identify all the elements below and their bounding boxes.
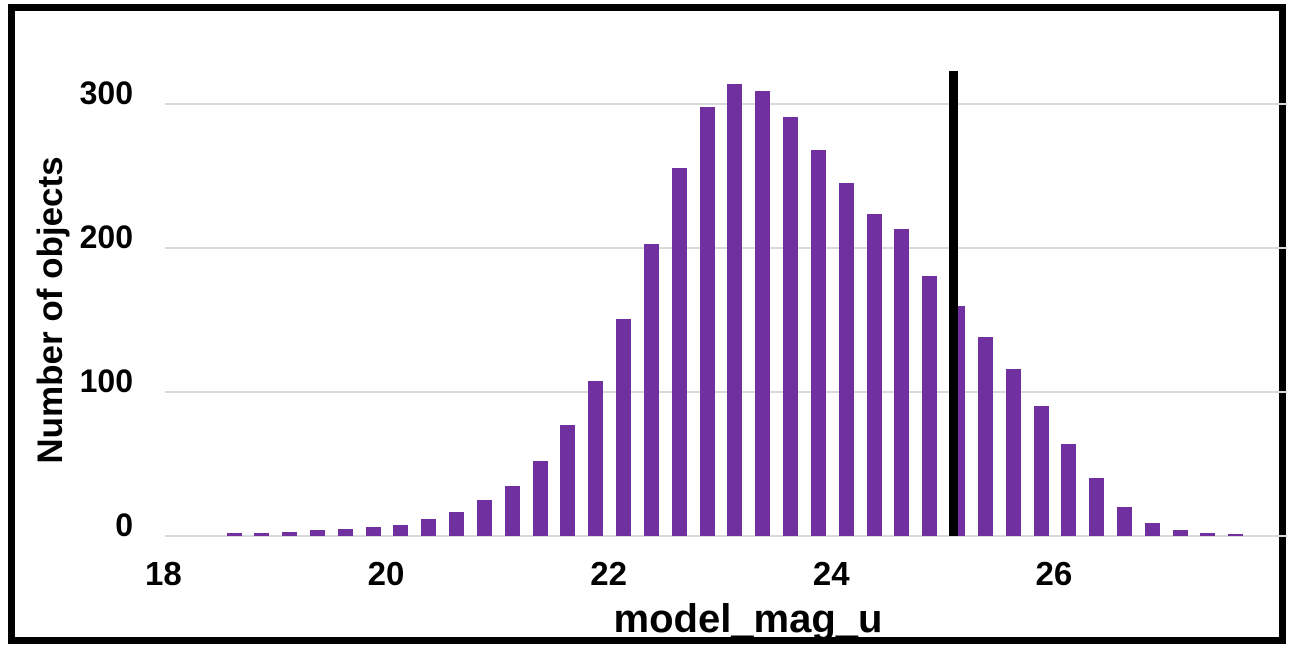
histogram-bar	[977, 337, 993, 536]
y-tick-label-100: 100	[79, 363, 133, 400]
histogram-bar	[1089, 478, 1105, 536]
histogram-bar	[643, 243, 659, 536]
histogram-bar	[504, 485, 520, 536]
y-axis-title: Number of objects	[31, 156, 70, 464]
gridline-y-0	[165, 535, 1287, 537]
x-tick-label-20: 20	[367, 555, 405, 592]
histogram-bar	[810, 150, 826, 536]
vertical-limit-line	[948, 71, 958, 536]
y-tick-label-0: 0	[115, 507, 133, 543]
histogram-bar	[1172, 530, 1188, 536]
histogram-bar	[337, 528, 353, 536]
histogram-bar	[309, 530, 325, 536]
histogram-bar	[254, 533, 270, 536]
histogram-bar	[727, 84, 743, 536]
histogram-bar	[1200, 533, 1216, 536]
gridline-y-300	[165, 103, 1287, 106]
y-tick-label-300: 300	[79, 75, 133, 112]
histogram-bar	[1061, 443, 1077, 536]
x-tick-label-22: 22	[590, 555, 627, 592]
x-axis-title: model_mag_u	[613, 597, 883, 641]
histogram-bar	[421, 518, 437, 536]
histogram-bar	[838, 183, 854, 536]
histogram-bar	[365, 527, 381, 536]
histogram-bar	[1033, 406, 1049, 536]
histogram-bar	[1116, 507, 1132, 536]
histogram-bar	[1005, 369, 1021, 536]
histogram-bar	[1228, 534, 1244, 536]
histogram-bar	[532, 461, 548, 536]
plot-area	[165, 51, 1287, 537]
histogram-bar	[755, 91, 771, 536]
y-tick-label-200: 200	[79, 219, 133, 256]
histogram-bar	[282, 531, 298, 536]
histogram-bar	[560, 425, 576, 536]
histogram-bar	[783, 117, 799, 536]
histogram-bar	[699, 107, 715, 536]
gridline-y-100	[165, 391, 1287, 394]
x-tick-label-26: 26	[1035, 555, 1073, 592]
histogram-bar	[393, 524, 409, 536]
histogram-bar	[449, 511, 465, 536]
histogram-bar	[588, 380, 604, 536]
chart-frame: Number of objects model_mag_u 0 100 200 300…	[8, 4, 1287, 644]
histogram-bar	[671, 167, 687, 536]
histogram-bar	[894, 229, 910, 536]
histogram-bar	[922, 275, 938, 536]
histogram-bar	[476, 500, 492, 536]
gridline-y-200	[165, 247, 1287, 250]
x-tick-label-24: 24	[812, 555, 850, 592]
x-tick-label-18: 18	[144, 555, 182, 592]
histogram-bar	[226, 533, 242, 536]
histogram-bar	[616, 318, 632, 536]
histogram-bar	[866, 213, 882, 536]
histogram-bar	[1144, 523, 1160, 536]
